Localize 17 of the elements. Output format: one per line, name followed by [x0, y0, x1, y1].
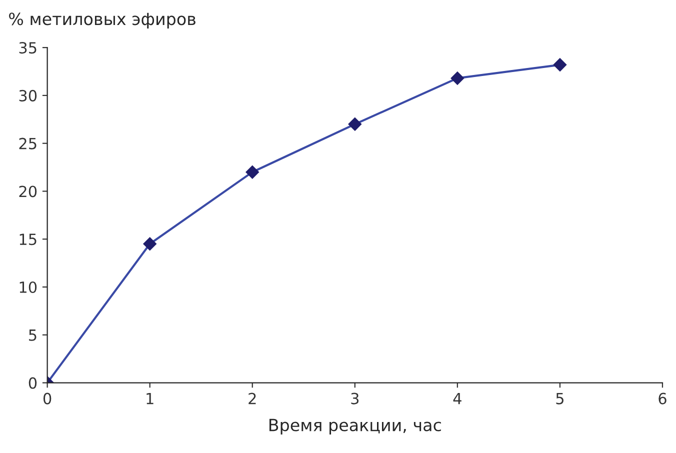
y-axis-title: % метиловых эфиров	[9, 12, 196, 28]
y-tick-label: 0	[28, 377, 37, 389]
y-tick-label: 15	[20, 234, 36, 246]
x-tick-label: 6	[658, 392, 666, 404]
x-tick-label: 4	[453, 392, 462, 404]
y-tick-label: 25	[19, 138, 36, 150]
y-tick-label: 35	[19, 42, 36, 54]
y-tick-label: 30	[19, 90, 37, 102]
x-tick-label: 2	[248, 392, 256, 404]
x-tick-label: 0	[43, 392, 52, 404]
x-tick-label: 3	[351, 392, 359, 404]
y-tick-label: 20	[19, 186, 37, 198]
y-tick-label: 5	[29, 330, 36, 341]
x-tick-label: 1	[146, 392, 154, 404]
y-tick-label: 10	[20, 281, 37, 294]
x-tick-label: 5	[556, 392, 564, 404]
x-axis-title: Время реакции, час	[269, 418, 441, 435]
